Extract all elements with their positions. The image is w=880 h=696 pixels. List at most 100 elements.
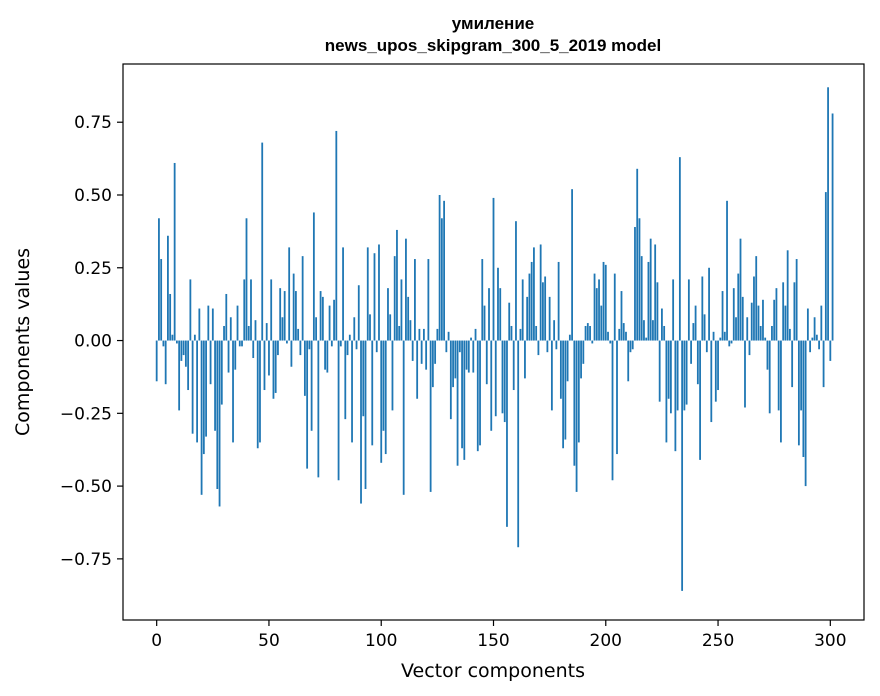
bar-131 (449, 340, 452, 420)
bar-66 (303, 340, 306, 396)
bar-31 (225, 293, 228, 341)
bar-112 (407, 296, 410, 341)
bar-11 (180, 340, 183, 361)
bar-224 (658, 340, 661, 402)
bar-86 (348, 334, 351, 341)
bar-81 (337, 340, 340, 481)
y-axis-ticks: −0.75 −0.50 −0.25 0.00 0.25 0.50 0.75 (60, 113, 123, 570)
bar-76 (326, 340, 329, 373)
bar-67 (306, 340, 309, 469)
bar-124 (434, 340, 437, 364)
bar-5 (167, 235, 169, 341)
bar-82 (339, 340, 342, 347)
bar-129 (445, 340, 448, 353)
bar-142 (474, 328, 477, 341)
bar-209 (625, 331, 627, 341)
bar-12 (182, 340, 185, 356)
bar-23 (207, 305, 210, 341)
bar-155 (503, 340, 506, 423)
bar-37 (238, 340, 241, 347)
bar-120 (425, 340, 428, 370)
bar-216 (640, 256, 643, 341)
bar-135 (458, 340, 461, 353)
bar-241 (696, 340, 699, 385)
bar-103 (387, 288, 389, 341)
bar-102 (384, 340, 387, 455)
bar-89 (355, 340, 358, 350)
bar-293 (813, 317, 816, 341)
plot-frame (122, 63, 865, 621)
bar-237 (687, 279, 690, 341)
bar-171 (539, 244, 542, 341)
bar-136 (461, 340, 463, 449)
bar-98 (375, 340, 378, 353)
bar-30 (223, 325, 225, 341)
bar-206 (618, 328, 621, 341)
bar-2 (160, 259, 163, 341)
bar-87 (351, 340, 353, 443)
bar-117 (418, 328, 421, 341)
bar-118 (420, 340, 423, 364)
bar-134 (456, 340, 459, 466)
bar-210 (627, 340, 630, 382)
bar-165 (526, 296, 529, 341)
bar-114 (411, 340, 414, 361)
x-tick-label: 150 (477, 631, 509, 651)
bar-266 (753, 276, 755, 341)
bar-251 (719, 337, 722, 341)
bar-48 (263, 340, 266, 391)
bar-298 (824, 192, 827, 341)
x-axis-ticks: 0 50 100 150 200 250 300 (151, 620, 847, 651)
bar-0 (155, 340, 158, 382)
bar-108 (398, 325, 401, 341)
bar-239 (692, 323, 695, 341)
bar-167 (530, 261, 533, 341)
bar-69 (310, 340, 313, 431)
bar-248 (712, 331, 715, 341)
bar-123 (431, 340, 434, 388)
bar-271 (764, 337, 767, 341)
bar-202 (609, 340, 612, 344)
bar-97 (373, 253, 376, 341)
bar-156 (506, 340, 508, 527)
bar-238 (690, 340, 692, 364)
bar-105 (391, 340, 394, 411)
bar-183 (566, 340, 569, 382)
bar-96 (371, 340, 374, 446)
bar-14 (187, 340, 190, 391)
bar-22 (205, 340, 207, 437)
bar-157 (508, 302, 511, 341)
bar-121 (427, 259, 430, 341)
bar-275 (773, 299, 776, 341)
bar-300 (829, 340, 832, 361)
bar-130 (447, 331, 450, 341)
bar-62 (295, 291, 297, 341)
bar-250 (717, 340, 719, 391)
bar-195 (593, 273, 596, 341)
bar-144 (479, 340, 481, 446)
bar-263 (746, 317, 749, 341)
bar-279 (782, 282, 785, 341)
bar-33 (229, 317, 232, 341)
bar-101 (382, 340, 385, 431)
bar-79 (333, 299, 335, 341)
bar-236 (685, 340, 688, 405)
bar-177 (553, 320, 556, 341)
bar-138 (465, 340, 468, 370)
bar-8 (173, 162, 176, 341)
bar-214 (636, 168, 639, 341)
bar-179 (557, 261, 560, 341)
bar-44 (254, 320, 257, 341)
bar-197 (598, 279, 600, 341)
bar-26 (214, 340, 216, 431)
bar-181 (562, 340, 565, 449)
y-tick-label: −0.50 (60, 477, 112, 497)
chart-title: умиление (452, 14, 534, 33)
y-tick-label: −0.25 (60, 404, 112, 424)
bar-272 (766, 340, 769, 370)
bar-140 (470, 337, 472, 341)
bar-17 (193, 334, 196, 341)
bar-182 (564, 340, 567, 440)
bar-132 (452, 340, 454, 388)
